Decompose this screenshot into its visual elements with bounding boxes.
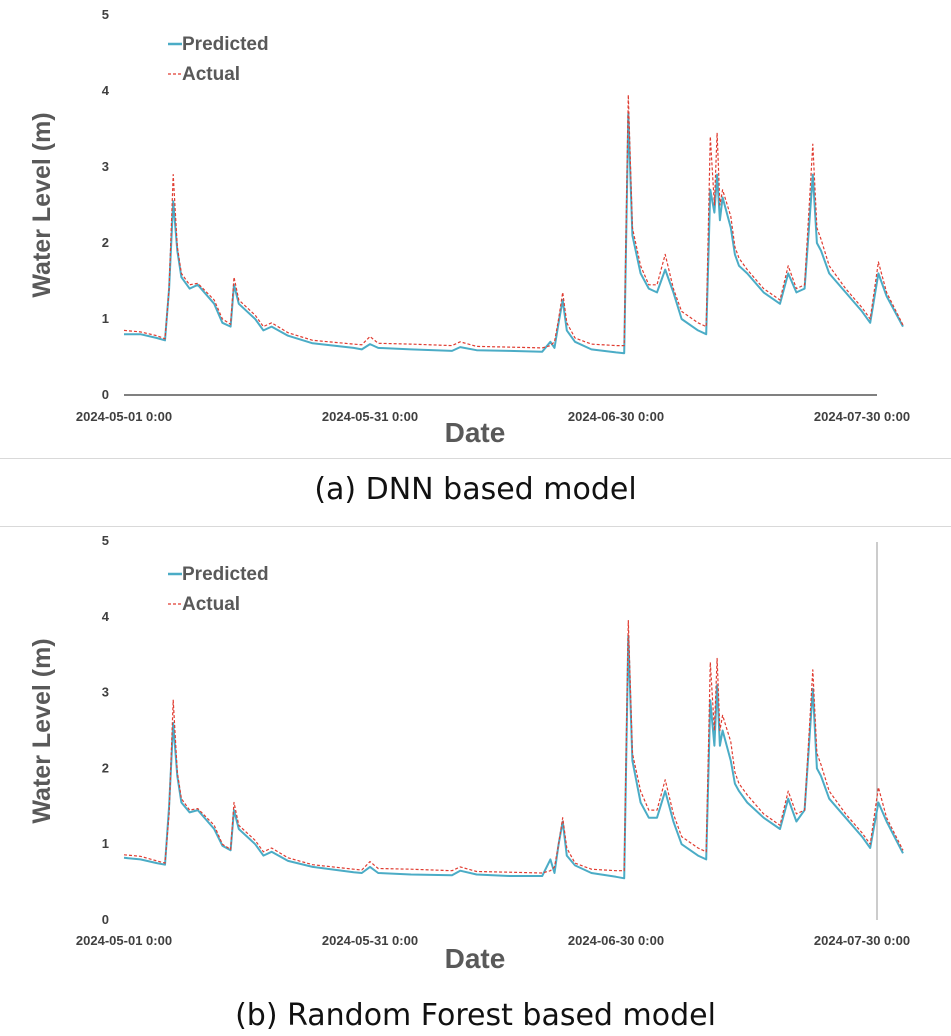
legend-predicted-label: Predicted [182,34,269,55]
x-tick-label: 2024-05-31 0:00 [322,409,418,424]
x-tick-label: 2024-05-31 0:00 [322,933,418,948]
predicted-series-line [123,634,904,880]
y-tick-label: 5 [102,7,109,22]
legend: Predicted Actual [168,564,269,615]
y-tick-label: 5 [102,533,109,548]
y-axis-title: Water Level (m) [28,638,56,823]
y-tick-label: 0 [102,912,109,927]
caption-dnn: (a) DNN based model [314,472,637,507]
legend-actual-label: Actual [182,64,240,85]
y-tick-label: 3 [102,159,109,174]
divider [0,458,951,459]
actual-series-line [123,94,904,349]
caption-random-forest: (b) Random Forest based model [235,998,716,1033]
legend-actual-label: Actual [182,594,240,615]
y-tick-label: 0 [102,387,109,402]
predicted-series-line [124,112,904,355]
water-level-chart-random-forest: 0 1 2 3 4 5 2024-05-01 0:00 2024-05-31 0:00 2024… [28,533,910,974]
x-tick-label: 2024-06-30 0:00 [568,409,664,424]
x-axis-title: Date [445,943,506,974]
divider [0,526,951,527]
chart-panel-dnn: 0 1 2 3 4 5 2024-05-01 0:00 2024-05-31 0:00 2024… [0,0,951,458]
x-tick-label: 2024-05-01 0:00 [76,933,172,948]
x-tick-label: 2024-06-30 0:00 [568,933,664,948]
x-axis-title: Date [445,417,506,448]
chart-panel-random-forest: 0 1 2 3 4 5 2024-05-01 0:00 2024-05-31 0:00 2024… [0,527,951,975]
y-tick-label: 3 [102,685,109,700]
water-level-chart-dnn: 0 1 2 3 4 5 2024-05-01 0:00 2024-05-31 0:00 2024… [28,7,910,448]
legend-predicted-label: Predicted [182,564,269,585]
x-tick-label: 2024-07-30 0:00 [814,933,910,948]
y-tick-label: 4 [102,83,110,98]
legend: Predicted Actual [168,34,269,85]
y-tick-label: 2 [102,235,109,250]
x-tick-label: 2024-05-01 0:00 [76,409,172,424]
y-axis-title: Water Level (m) [28,112,56,297]
actual-series-line [123,619,904,874]
y-tick-label: 1 [102,311,109,326]
x-tick-label: 2024-07-30 0:00 [814,409,910,424]
y-tick-label: 2 [102,760,109,775]
y-tick-label: 4 [102,609,110,624]
y-tick-label: 1 [102,836,109,851]
